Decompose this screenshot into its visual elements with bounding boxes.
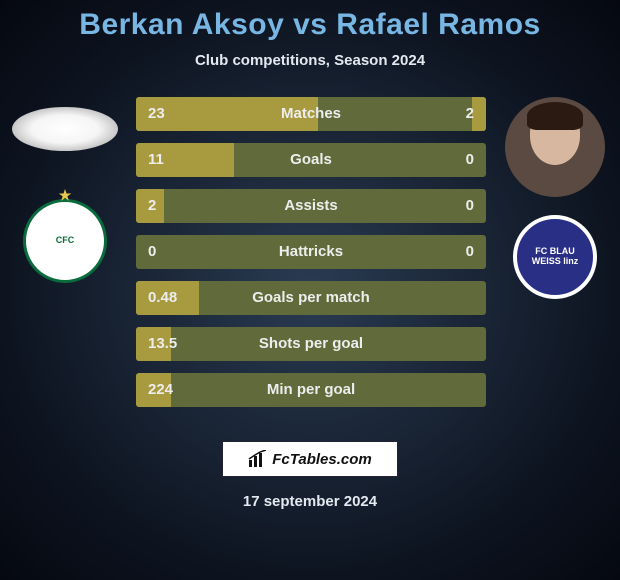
stat-label: Hattricks xyxy=(136,235,486,269)
brand-logo[interactable]: FcTables.com xyxy=(222,441,398,477)
stat-value-right: 0 xyxy=(466,235,474,269)
stat-label: Goals per match xyxy=(136,281,486,315)
player-left-avatar xyxy=(12,107,118,151)
content-area: CFC FC BLAU WEISS linz 23Matches2 11Goals… xyxy=(0,97,620,427)
stat-label: Assists xyxy=(136,189,486,223)
stat-value-right: 0 xyxy=(466,189,474,223)
stat-bars: 23Matches211Goals02Assists00Hattricks00.… xyxy=(136,97,486,419)
club-badge-text: FC BLAU WEISS linz xyxy=(517,243,593,271)
stat-row: 2Assists0 xyxy=(136,189,486,223)
player-left-column: CFC xyxy=(8,97,122,283)
stat-label: Goals xyxy=(136,143,486,177)
stat-label: Min per goal xyxy=(136,373,486,407)
stat-row: 23Matches2 xyxy=(136,97,486,131)
page-title: Berkan Aksoy vs Rafael Ramos xyxy=(0,0,620,42)
brand-chart-icon xyxy=(248,450,268,468)
stat-label: Matches xyxy=(136,97,486,131)
stat-value-right: 2 xyxy=(466,97,474,131)
stat-row: 11Goals0 xyxy=(136,143,486,177)
date-text: 17 september 2024 xyxy=(0,493,620,510)
stat-label: Shots per goal xyxy=(136,327,486,361)
player-left-club-badge: CFC xyxy=(23,199,107,283)
stat-row: 0Hattricks0 xyxy=(136,235,486,269)
player-right-club-badge: FC BLAU WEISS linz xyxy=(513,215,597,299)
stat-value-right: 0 xyxy=(466,143,474,177)
subtitle: Club competitions, Season 2024 xyxy=(0,52,620,69)
stat-row: 0.48Goals per match xyxy=(136,281,486,315)
player-right-avatar xyxy=(505,97,605,197)
club-badge-text: CFC xyxy=(56,236,75,246)
stat-row: 224Min per goal xyxy=(136,373,486,407)
player-right-column: FC BLAU WEISS linz xyxy=(498,97,612,299)
comparison-card: Berkan Aksoy vs Rafael Ramos Club compet… xyxy=(0,0,620,580)
stat-row: 13.5Shots per goal xyxy=(136,327,486,361)
brand-text: FcTables.com xyxy=(272,451,371,468)
